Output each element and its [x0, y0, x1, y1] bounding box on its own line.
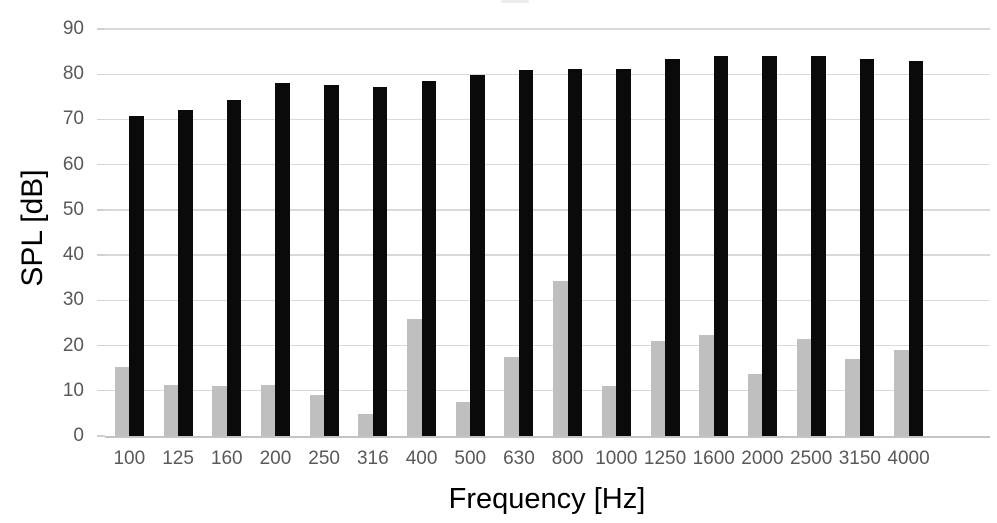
bar-black-1250hz — [665, 59, 680, 436]
y-tick-label: 80 — [62, 63, 84, 85]
y-axis-tick — [97, 118, 105, 121]
y-tick-label: 70 — [62, 108, 84, 130]
y-tick-label: 90 — [62, 18, 84, 39]
x-tick-label: 1250 — [643, 448, 687, 469]
y-axis-tick — [97, 390, 105, 392]
x-tick-label: 316 — [356, 448, 389, 469]
y-axis-tick — [97, 344, 105, 347]
bar-black-4000hz — [908, 61, 924, 436]
bar-black-200hz — [275, 83, 290, 436]
y-tick-label: 10 — [62, 379, 84, 401]
x-tick-label: 1600 — [692, 448, 735, 469]
gridline — [105, 390, 990, 392]
bar-gray-100hz — [114, 366, 130, 436]
bar-black-800hz — [567, 68, 583, 436]
x-tick-label: 1000 — [595, 448, 638, 469]
x-tick-label: 200 — [259, 448, 292, 469]
bar-gray-630hz — [504, 357, 519, 436]
x-tick-label: 500 — [454, 448, 487, 469]
bar-black-1000hz — [616, 69, 631, 436]
y-tick-label: 60 — [62, 153, 84, 175]
bar-gray-2000hz — [747, 374, 763, 436]
gridline — [105, 163, 990, 166]
bar-black-2500hz — [811, 55, 826, 436]
x-tick-label: 2500 — [790, 448, 833, 469]
bar-gray-400hz — [407, 319, 422, 436]
bar-black-316hz — [372, 87, 388, 436]
bar-gray-1600hz — [699, 335, 714, 436]
x-axis-title: Frequency [Hz] — [448, 483, 646, 515]
cropped-title-artifact — [501, 0, 529, 3]
gridline — [105, 73, 990, 75]
y-axis-tick — [97, 435, 105, 437]
bar-black-400hz — [421, 80, 437, 436]
y-axis-tick — [97, 163, 105, 166]
bar-gray-500hz — [455, 402, 471, 436]
bar-black-125hz — [178, 109, 193, 436]
x-tick-label: 250 — [308, 448, 340, 469]
x-tick-label: 630 — [503, 448, 535, 469]
bar-black-160hz — [226, 100, 242, 436]
x-tick-label: 3150 — [838, 448, 881, 469]
bar-black-500hz — [470, 74, 485, 436]
bar-gray-250hz — [309, 395, 325, 436]
bar-black-630hz — [518, 69, 534, 436]
gridline — [105, 118, 990, 121]
bar-gray-1000hz — [601, 385, 617, 436]
y-tick-label: 50 — [62, 198, 84, 220]
bar-black-100hz — [129, 115, 144, 436]
bar-black-250hz — [324, 84, 339, 436]
x-tick-label: 4000 — [887, 448, 930, 469]
bar-gray-1250hz — [650, 341, 666, 436]
bar-black-3150hz — [859, 58, 875, 436]
x-tick-label: 800 — [551, 448, 584, 469]
x-tick-label: 2000 — [741, 448, 784, 469]
gridline — [105, 28, 990, 30]
gridline — [105, 209, 990, 211]
bar-gray-3150hz — [845, 359, 860, 436]
y-axis-tick — [97, 28, 105, 30]
bar-gray-800hz — [553, 280, 568, 436]
y-tick-label: 20 — [62, 334, 84, 356]
x-tick-label: 160 — [210, 448, 243, 469]
bar-gray-125hz — [163, 384, 179, 436]
bar-gray-4000hz — [894, 350, 909, 436]
bar-gray-316hz — [358, 414, 373, 436]
y-tick-label: 40 — [62, 244, 84, 266]
bar-gray-160hz — [212, 385, 227, 436]
y-tick-label: 0 — [73, 425, 84, 446]
y-axis-tick — [97, 73, 105, 75]
bar-gray-2500hz — [796, 338, 812, 436]
y-tick-label: 30 — [62, 289, 84, 311]
x-tick-label: 100 — [113, 448, 146, 469]
gridline — [105, 344, 990, 347]
gridline — [105, 254, 990, 256]
bar-black-2000hz — [762, 56, 777, 436]
x-tick-label: 400 — [405, 448, 438, 469]
gridline — [105, 299, 990, 302]
y-axis-tick — [97, 254, 105, 256]
bar-black-1600hz — [713, 55, 729, 436]
x-tick-label: 125 — [162, 448, 194, 469]
y-axis-tick — [97, 209, 105, 211]
x-axis-line — [105, 436, 990, 438]
y-axis-tick — [97, 299, 105, 302]
bar-gray-200hz — [260, 385, 276, 436]
